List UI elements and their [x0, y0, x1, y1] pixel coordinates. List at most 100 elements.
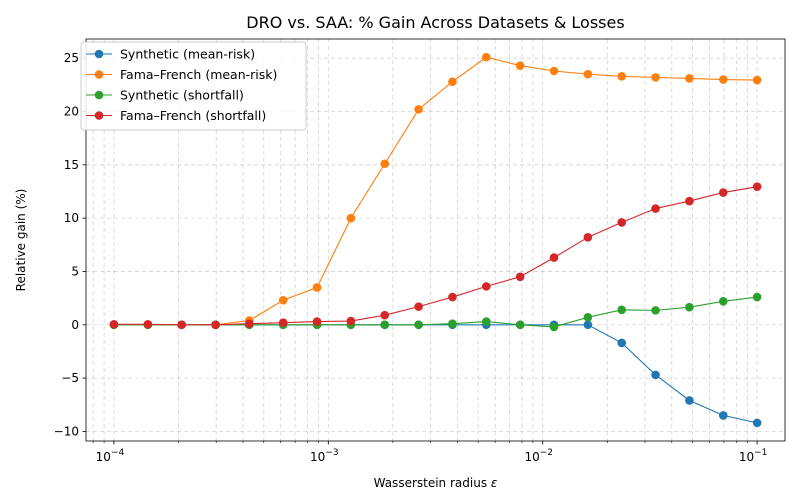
legend-label: Synthetic (shortfall)	[120, 88, 244, 103]
legend-label: Fama–French (mean-risk)	[120, 67, 277, 82]
y-axis-ticks: −10 −5 0 5 10 15 20 25	[54, 51, 86, 438]
chart-title: DRO vs. SAA: % Gain Across Datasets & Lo…	[246, 13, 624, 32]
data-point-fama-french-shortfall	[380, 310, 390, 320]
data-point-synthetic-shortfall	[583, 313, 593, 322]
data-point-fama-french-mean-risk	[278, 295, 288, 305]
data-point-synthetic-shortfall	[380, 320, 390, 330]
x-tick-label-base: 10	[524, 450, 539, 464]
data-point-fama-french-shortfall	[752, 182, 762, 191]
legend-item: Fama–French (shortfall)	[86, 108, 266, 123]
series-synthetic-shortfall	[109, 292, 762, 332]
data-point-synthetic-mean-risk	[685, 396, 694, 405]
data-point-synthetic-shortfall	[549, 322, 559, 332]
x-tick-label-exponent: −1	[754, 448, 767, 458]
x-tick-label-exponent: −2	[540, 448, 553, 458]
data-point-synthetic-mean-risk	[651, 370, 660, 380]
data-point-fama-french-shortfall	[414, 302, 423, 311]
data-point-fama-french-mean-risk	[312, 283, 322, 292]
x-tick-label-exponent: −3	[325, 448, 338, 458]
data-point-fama-french-shortfall	[346, 316, 356, 326]
data-point-fama-french-shortfall	[549, 253, 559, 262]
legend-item: Synthetic (shortfall)	[86, 88, 244, 103]
data-point-synthetic-shortfall	[752, 292, 762, 302]
data-point-fama-french-shortfall	[109, 319, 119, 329]
data-point-fama-french-shortfall	[211, 320, 220, 330]
x-tick-label-base: 10	[96, 450, 111, 464]
data-point-synthetic-shortfall	[651, 306, 660, 315]
series-line-synthetic-mean-risk	[113, 324, 758, 424]
legend-item: Synthetic (mean-risk)	[86, 47, 255, 62]
y-tick-label: 0	[71, 318, 79, 332]
data-point-fama-french-mean-risk	[380, 159, 390, 169]
data-point-synthetic-mean-risk	[752, 418, 762, 428]
legend-label: Synthetic (mean-risk)	[120, 47, 255, 62]
data-point-synthetic-shortfall	[448, 319, 457, 329]
data-point-fama-french-shortfall	[312, 317, 322, 326]
series-line-fama-french-shortfall	[113, 186, 758, 326]
y-tick-label: 10	[64, 211, 79, 225]
data-point-fama-french-shortfall	[177, 320, 186, 330]
data-point-fama-french-mean-risk	[685, 74, 694, 83]
data-point-synthetic-shortfall	[617, 305, 627, 315]
data-point-synthetic-shortfall	[482, 317, 491, 326]
data-point-synthetic-mean-risk	[617, 338, 627, 348]
data-point-fama-french-mean-risk	[448, 77, 457, 86]
legend: Synthetic (mean-risk) Fama–French (mean-r…	[80, 41, 307, 131]
x-tick-label: 10−1	[739, 448, 768, 464]
data-point-synthetic-shortfall	[414, 320, 423, 330]
series-synthetic-mean-risk	[109, 320, 762, 428]
legend-marker	[94, 70, 104, 79]
data-point-fama-french-mean-risk	[482, 52, 491, 62]
legend-marker	[94, 90, 104, 100]
data-point-fama-french-mean-risk	[651, 73, 660, 82]
x-axis-title-text: Wasserstein radius	[374, 476, 491, 490]
data-point-fama-french-mean-risk	[414, 105, 423, 114]
x-tick-label: 10−4	[96, 448, 125, 464]
data-point-fama-french-shortfall	[448, 292, 457, 302]
legend-marker	[94, 111, 104, 120]
data-point-fama-french-mean-risk	[346, 213, 356, 223]
data-point-synthetic-mean-risk	[583, 320, 593, 330]
legend-box	[80, 41, 307, 131]
data-point-fama-french-shortfall	[617, 218, 627, 227]
x-tick-label: 10−3	[310, 448, 339, 464]
data-point-fama-french-mean-risk	[583, 69, 593, 79]
data-point-synthetic-shortfall	[515, 320, 525, 330]
x-tick-label-exponent: −4	[111, 448, 125, 458]
data-point-fama-french-shortfall	[482, 282, 491, 291]
data-point-synthetic-shortfall	[685, 302, 694, 312]
data-point-fama-french-mean-risk	[718, 75, 728, 84]
y-tick-label: 20	[64, 105, 79, 119]
data-point-fama-french-mean-risk	[515, 61, 525, 70]
y-tick-label: 25	[64, 51, 79, 65]
plot-frame	[85, 38, 786, 442]
legend-marker	[94, 49, 104, 59]
x-axis-ticks: 10−4 10−3 10−2 10−1	[96, 441, 768, 464]
x-tick-label-base: 10	[310, 450, 325, 464]
data-point-fama-french-mean-risk	[617, 72, 627, 81]
data-point-synthetic-mean-risk	[718, 411, 728, 420]
data-point-fama-french-shortfall	[515, 272, 525, 282]
y-tick-label: 5	[71, 264, 79, 278]
data-point-fama-french-shortfall	[685, 196, 694, 206]
x-tick-label-base: 10	[739, 450, 754, 464]
y-tick-label: −10	[54, 424, 79, 438]
legend-label: Fama–French (shortfall)	[120, 108, 266, 123]
x-axis-title: Wasserstein radius ε	[374, 476, 498, 490]
x-tick-label: 10−2	[524, 448, 553, 464]
data-point-fama-french-shortfall	[651, 204, 660, 213]
series-fama-french-shortfall	[109, 182, 762, 330]
x-axis-title-symbol: ε	[491, 476, 498, 490]
series-layer	[109, 52, 762, 428]
data-point-fama-french-shortfall	[244, 319, 254, 329]
data-point-synthetic-shortfall	[718, 297, 728, 306]
legend-item: Fama–French (mean-risk)	[86, 67, 277, 82]
y-tick-label: 15	[64, 158, 79, 172]
data-point-fama-french-shortfall	[583, 233, 593, 242]
data-point-fama-french-shortfall	[278, 318, 288, 327]
data-point-fama-french-mean-risk	[752, 75, 762, 85]
data-point-fama-french-shortfall	[718, 188, 728, 197]
data-point-fama-french-mean-risk	[549, 66, 559, 76]
y-axis-title: Relative gain (%)	[14, 189, 28, 292]
